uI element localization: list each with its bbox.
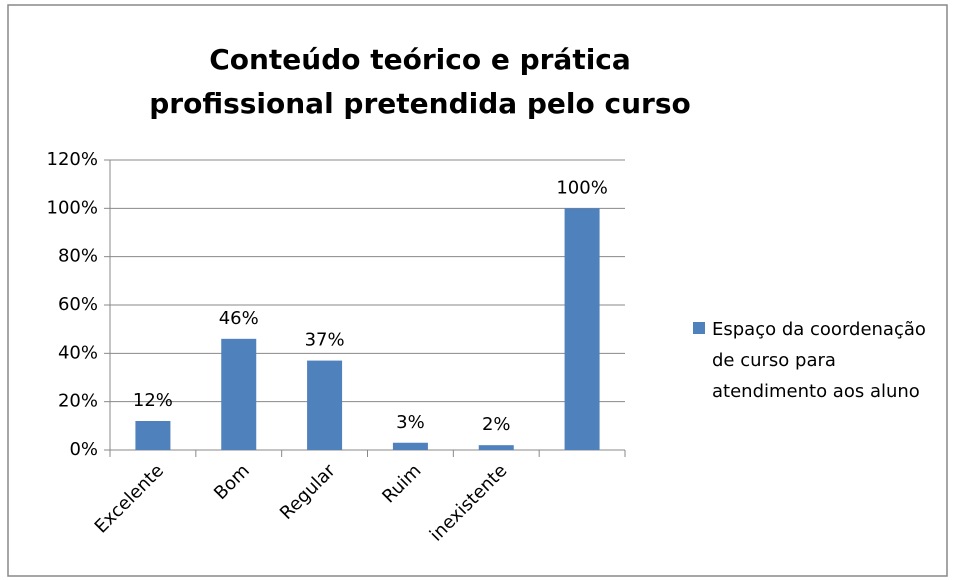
y-tick-label: 80% [58,246,98,267]
y-tick-label: 120% [47,149,98,170]
bar [221,338,257,450]
bar [478,445,514,450]
bar [392,442,428,450]
data-label: 2% [482,414,511,435]
data-label: 12% [133,390,173,411]
data-label: 100% [556,177,607,198]
legend-label: Espaço da coordenação de curso para aten… [712,319,926,402]
chart-title: Conteúdo teórico e prática profissional … [149,43,691,120]
y-tick-label: 60% [58,294,98,315]
bar [135,421,171,450]
data-label: 37% [305,330,345,351]
legend-swatch [693,322,705,334]
bar [307,360,343,450]
bar [564,208,600,450]
y-tick-label: 40% [58,342,98,363]
data-label: 46% [219,308,259,329]
data-label: 3% [396,412,425,433]
y-tick-label: 0% [69,439,98,460]
chart-border [7,4,948,577]
y-tick-label: 20% [58,391,98,412]
y-tick-label: 100% [47,197,98,218]
